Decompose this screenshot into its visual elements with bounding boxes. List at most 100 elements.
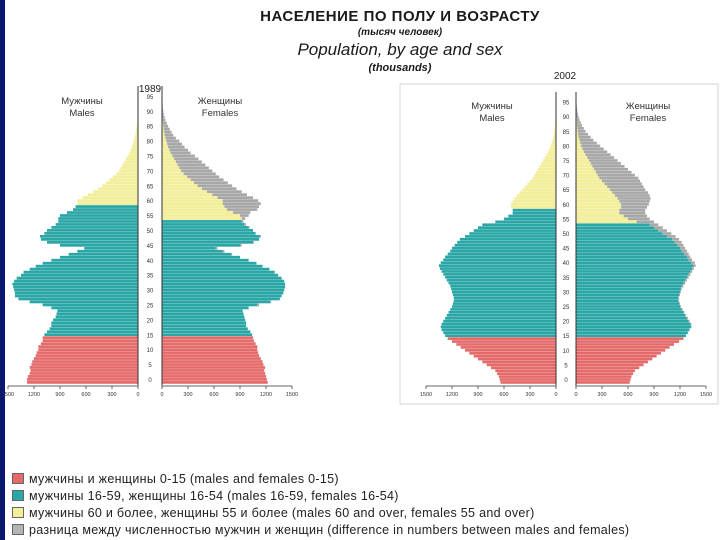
age-tick-2002-35: 35 xyxy=(563,276,570,282)
bar-diff-1989-age-61 xyxy=(222,199,259,202)
age-tick-1989-95: 95 xyxy=(147,95,154,101)
bar-male-1989-age-66 xyxy=(102,184,138,188)
x-tick-male-1989-1500: 1500 xyxy=(2,392,14,398)
male-label-2002-1: Males xyxy=(479,113,505,124)
x-tick-male-1989-1200: 1200 xyxy=(28,392,40,398)
bar-female-1989-age-50 xyxy=(162,232,256,235)
age-tick-2002-25: 25 xyxy=(563,305,570,311)
bar-male-2002-age-70 xyxy=(532,176,556,180)
bar-female-1989-age-74 xyxy=(162,160,176,164)
bar-male-2002-age-84 xyxy=(553,135,556,139)
year-label-1989: 1989 xyxy=(139,84,162,95)
bar-diff-2002-age-34 xyxy=(683,281,686,285)
bar-male-1989-age-34 xyxy=(14,279,139,283)
bar-male-2002-age-25 xyxy=(450,308,556,311)
bar-female-1989-age-11 xyxy=(162,348,258,351)
bar-diff-2002-age-83 xyxy=(579,138,594,142)
bar-diff-2002-age-49 xyxy=(672,238,680,241)
bar-diff-1989-age-57 xyxy=(233,211,251,214)
x-tick-female-1989-900: 900 xyxy=(235,392,244,398)
age-tick-2002-75: 75 xyxy=(563,159,570,165)
x-tick-male-2002-1500: 1500 xyxy=(420,392,432,398)
legend-item-working: мужчины 16-59, женщины 16-54 (males 16-5… xyxy=(12,487,718,504)
bar-male-1989-age-42 xyxy=(60,255,138,259)
bar-male-1989-age-39 xyxy=(35,264,138,268)
bar-female-1989-age-73 xyxy=(162,163,178,167)
bar-male-2002-age-79 xyxy=(548,150,556,154)
bar-diff-1989-age-66 xyxy=(197,184,233,188)
bar-diff-2002-age-88 xyxy=(577,124,583,127)
bar-male-2002-age-41 xyxy=(440,261,556,265)
bar-male-1989-age-40 xyxy=(42,261,138,265)
bar-diff-2002-age-24 xyxy=(683,311,685,314)
bar-male-1989-age-7 xyxy=(32,360,139,363)
bar-diff-2002-age-76 xyxy=(589,159,618,162)
bar-female-1989-age-48 xyxy=(162,237,260,241)
x-tick-female-2002-0: 0 xyxy=(574,392,577,398)
bar-female-2002-age-79 xyxy=(576,150,584,154)
bar-diff-2002-age-30 xyxy=(679,293,680,297)
bar-diff-2002-age-54 xyxy=(649,223,659,227)
bar-female-1989-age-22 xyxy=(162,315,245,319)
bar-female-1989-age-53 xyxy=(162,223,245,226)
bar-female-2002-age-45 xyxy=(576,249,682,253)
bar-male-2002-age-22 xyxy=(445,316,556,320)
age-tick-1989-50: 50 xyxy=(147,229,154,235)
bar-female-2002-age-33 xyxy=(576,284,682,288)
bar-female-2002-age-15 xyxy=(576,337,684,340)
bar-female-2002-age-50 xyxy=(576,235,667,238)
bar-female-2002-age-4 xyxy=(576,369,635,373)
bar-female-2002-age-61 xyxy=(576,202,622,206)
slide-subtitle-en: (thousands) xyxy=(368,62,432,74)
bar-diff-2002-age-92 xyxy=(576,112,578,116)
x-tick-female-1989-600: 600 xyxy=(209,392,218,398)
bar-male-1989-age-28 xyxy=(18,297,138,301)
bar-male-2002-age-65 xyxy=(519,191,556,194)
bar-male-2002-age-54 xyxy=(482,223,556,227)
bar-female-1989-age-71 xyxy=(162,169,182,173)
bar-diff-1989-age-54 xyxy=(241,220,244,223)
bar-diff-1989-age-59 xyxy=(224,205,260,208)
bar-female-2002-age-1 xyxy=(576,378,631,381)
slide-title-en: Population, by age and sex xyxy=(297,40,503,59)
bar-male-2002-age-40 xyxy=(439,264,556,267)
bar-female-1989-age-19 xyxy=(162,324,247,328)
x-tick-male-1989-300: 300 xyxy=(107,392,116,398)
bar-female-1989-age-60 xyxy=(162,202,223,205)
bar-diff-1989-age-43 xyxy=(231,252,233,256)
bar-female-1989-age-5 xyxy=(162,366,266,369)
bar-male-2002-age-35 xyxy=(446,278,556,282)
legend-label-young: мужчины и женщины 0-15 (males and female… xyxy=(29,471,339,486)
bar-male-1989-age-31 xyxy=(14,288,139,292)
bar-female-2002-age-49 xyxy=(576,238,673,241)
bar-female-2002-age-26 xyxy=(576,305,680,308)
legend-label-elderly: мужчины 60 и более, женщины 55 и более (… xyxy=(29,505,535,520)
bar-male-2002-age-76 xyxy=(543,159,556,162)
bar-diff-2002-age-41 xyxy=(691,261,695,265)
bar-male-2002-age-52 xyxy=(473,229,556,232)
bar-male-1989-age-53 xyxy=(55,223,138,226)
bar-male-2002-age-64 xyxy=(517,194,556,197)
age-tick-2002-0: 0 xyxy=(564,378,568,384)
bar-male-2002-age-39 xyxy=(439,267,556,270)
age-tick-1989-85: 85 xyxy=(147,125,154,131)
bar-female-1989-age-8 xyxy=(162,357,261,360)
bar-female-1989-age-68 xyxy=(162,178,191,182)
slide-subtitle-ru: (тысяч человек) xyxy=(357,27,443,38)
bar-male-2002-age-19 xyxy=(440,325,556,329)
bar-male-1989-age-43 xyxy=(68,252,138,256)
age-tick-1989-0: 0 xyxy=(148,378,152,384)
bar-male-2002-age-87 xyxy=(554,127,556,130)
legend-swatch-young xyxy=(12,473,24,484)
bar-diff-1989-age-63 xyxy=(212,193,247,197)
bar-diff-2002-age-72 xyxy=(595,170,632,174)
slide-title-ru: НАСЕЛЕНИЕ ПО ПОЛУ И ВОЗРАСТУ xyxy=(260,8,540,25)
bar-male-2002-age-13 xyxy=(456,343,556,346)
bar-male-2002-age-31 xyxy=(452,290,556,294)
bar-diff-1989-age-27 xyxy=(270,300,272,304)
age-tick-2002-30: 30 xyxy=(563,290,570,296)
bar-male-1989-age-6 xyxy=(31,363,138,366)
bar-male-1989-age-50 xyxy=(44,232,138,235)
bar-male-1989-age-44 xyxy=(77,249,138,253)
bar-diff-1989-age-47 xyxy=(253,240,254,244)
